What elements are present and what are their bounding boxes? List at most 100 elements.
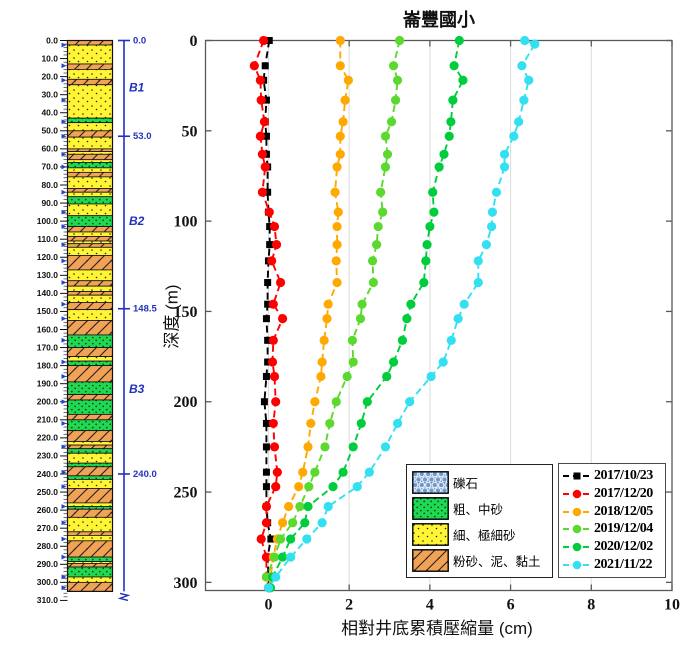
data-point	[303, 442, 313, 452]
data-point	[347, 335, 357, 345]
borehole-depth-label: 53.0	[133, 131, 152, 142]
ruler-label: 20.0	[41, 71, 58, 81]
data-point	[331, 256, 341, 266]
data-point	[356, 418, 366, 429]
series-legend-item: 2021/11/22	[563, 557, 661, 573]
layer-silt	[67, 302, 113, 311]
layer-fine	[67, 176, 113, 190]
data-point	[372, 240, 382, 250]
data-point	[266, 241, 274, 249]
data-point	[262, 468, 270, 476]
data-point	[284, 501, 294, 512]
layer-coarse	[67, 399, 113, 415]
layer-silt	[67, 394, 113, 401]
series-legend-item: 2018/12/05	[563, 504, 661, 520]
data-point	[335, 35, 345, 46]
data-point	[421, 256, 431, 266]
series-line-sample	[563, 507, 591, 516]
ruler-label: 30.0	[41, 89, 58, 99]
data-point	[268, 418, 278, 429]
ruler-label: 180.0	[37, 360, 59, 370]
data-point	[261, 62, 269, 70]
layer-coarse	[67, 196, 113, 205]
layer-coarse	[67, 360, 113, 367]
layer-coarse	[67, 566, 113, 578]
data-point	[269, 442, 280, 452]
lithology-column: 0.0 10.0 20.0 30.0 40.0 50.0 60.0 70.0 80.0 90.0 1…	[37, 35, 158, 605]
data-point	[271, 240, 282, 250]
data-point	[269, 552, 280, 562]
data-point	[264, 188, 272, 196]
series-legend-item: 2017/10/23	[563, 468, 661, 484]
fine-swatch	[412, 522, 449, 546]
series-line-sample	[563, 542, 591, 552]
x-tick-label: 4	[426, 597, 434, 614]
data-point	[271, 397, 281, 407]
layer-silt	[67, 171, 113, 178]
series-2017-12-20	[249, 35, 288, 593]
layer-silt	[67, 365, 113, 383]
data-point	[262, 419, 270, 427]
data-point	[453, 314, 463, 324]
layer-fine	[67, 535, 113, 542]
data-point	[265, 37, 273, 44]
data-point	[388, 357, 399, 367]
layer-silt	[67, 78, 113, 86]
data-point	[300, 518, 310, 528]
layer-silt	[67, 508, 113, 518]
data-point	[426, 371, 436, 382]
y-axis-label: 深度 (m)	[162, 284, 182, 349]
data-point	[260, 398, 268, 406]
ruler-label: 260.0	[37, 505, 59, 515]
data-point	[519, 95, 529, 105]
data-point	[520, 35, 530, 46]
data-point	[458, 75, 468, 85]
layer-silt	[67, 236, 113, 242]
ruler-label: 50.0	[41, 126, 58, 136]
litho-legend-label: 礫石	[453, 476, 479, 491]
data-point	[277, 552, 288, 562]
ruler-label: 200.0	[37, 397, 59, 407]
layer-silt	[67, 444, 113, 450]
data-point	[352, 482, 362, 492]
data-point	[368, 277, 378, 288]
series-legend: 2017/10/23 2017/12/20 2018/12/05 2019/12/04…	[558, 463, 666, 578]
data-point	[395, 35, 405, 46]
layer-fine	[67, 44, 113, 65]
litho-legend-label: 粗、中砂	[453, 502, 504, 517]
data-point	[302, 534, 312, 544]
data-point	[376, 187, 386, 197]
data-point	[323, 299, 333, 309]
data-point	[317, 357, 327, 367]
data-point	[330, 187, 340, 197]
layer-silt	[67, 466, 113, 477]
ruler-label: 150.0	[37, 306, 59, 316]
data-point	[267, 535, 275, 543]
data-point	[262, 96, 270, 104]
data-point	[355, 314, 366, 324]
data-point	[319, 335, 329, 345]
data-point	[473, 277, 483, 288]
x-axis-label: 相對井底累積壓縮量 (cm)	[341, 619, 533, 638]
series-legend-label: 2020/12/02	[594, 539, 653, 555]
data-point	[255, 131, 265, 141]
data-point	[340, 95, 350, 105]
data-point	[444, 131, 454, 141]
data-point	[382, 149, 393, 159]
data-point	[357, 299, 367, 309]
layer-fine	[67, 502, 113, 507]
data-point	[406, 299, 416, 309]
zone-label-B1: B1	[129, 80, 145, 94]
data-point	[419, 277, 429, 288]
layer-coarse	[67, 419, 113, 432]
data-point	[261, 552, 272, 562]
y-tick-label: 250	[174, 485, 198, 502]
ruler-label: 70.0	[41, 162, 58, 172]
layer-coarse	[67, 162, 113, 169]
series-legend-label: 2018/12/05	[594, 503, 653, 519]
ruler-label: 90.0	[41, 198, 58, 208]
y-tick-label: 150	[174, 304, 198, 321]
data-point	[255, 75, 265, 85]
